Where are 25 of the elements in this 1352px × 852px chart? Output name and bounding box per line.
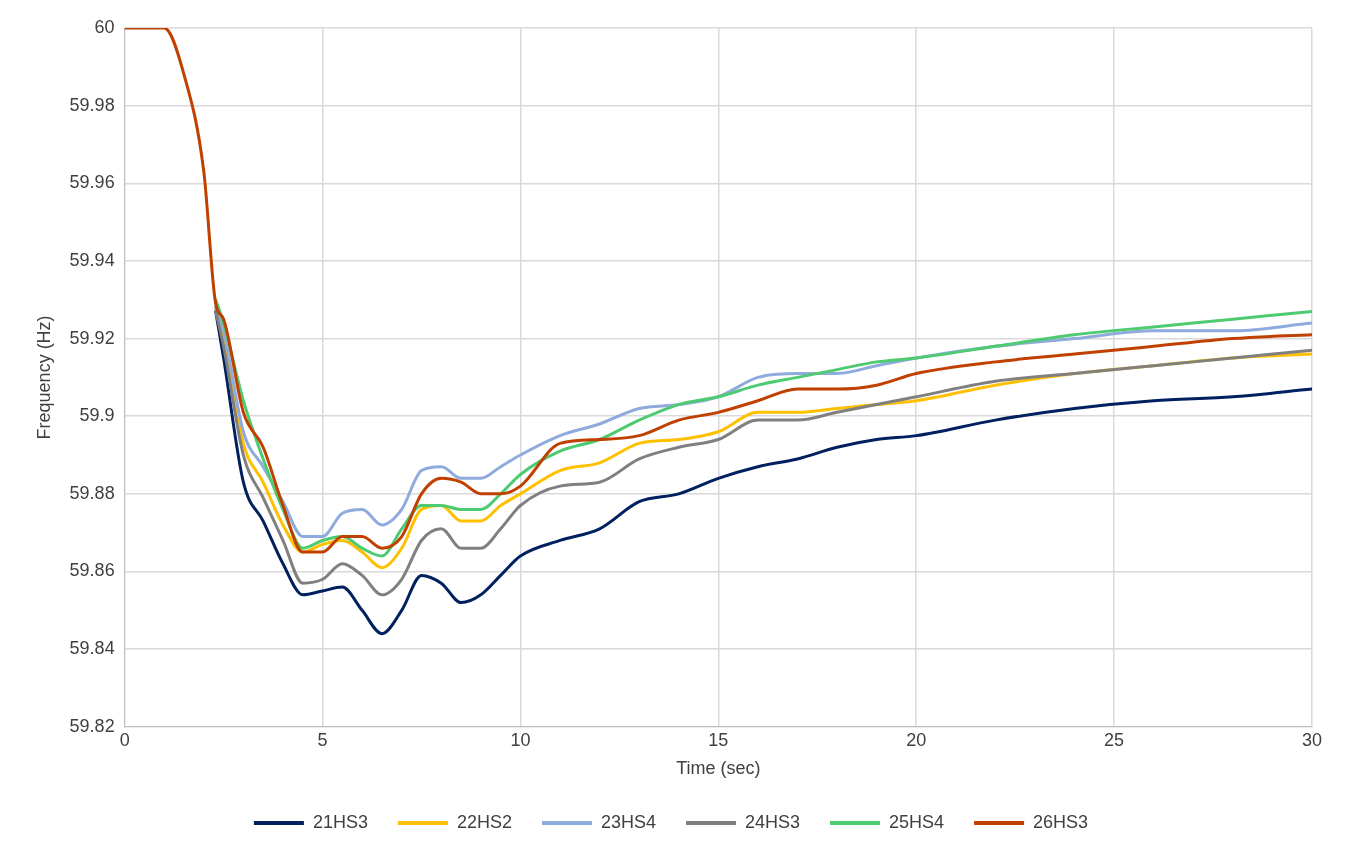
legend-label: 26HS3	[1033, 811, 1089, 832]
legend-label: 22HS2	[456, 811, 512, 832]
x-axis-title: Time (sec)	[676, 758, 761, 779]
y-tick-label: 59.9	[79, 405, 115, 426]
legend-label: 25HS4	[889, 811, 945, 832]
x-tick-label: 0	[119, 729, 130, 750]
y-tick-label: 59.84	[69, 638, 115, 659]
y-tick-label: 59.92	[69, 327, 115, 348]
legend-label: 21HS3	[312, 811, 368, 832]
x-tick-label: 10	[510, 729, 531, 750]
x-tick-label: 15	[708, 729, 729, 750]
x-tick-label: 25	[1104, 729, 1125, 750]
y-tick-label: 59.94	[69, 249, 115, 270]
y-tick-label: 59.82	[69, 715, 115, 736]
legend-label: 24HS3	[745, 811, 801, 832]
legend-label: 23HS4	[600, 811, 657, 832]
y-tick-label: 59.88	[69, 482, 115, 503]
y-tick-label: 60	[94, 16, 115, 37]
x-tick-label: 20	[906, 729, 927, 750]
y-tick-label: 59.96	[69, 172, 115, 193]
x-tick-label: 5	[317, 729, 328, 750]
y-axis-title: Frequency (Hz)	[33, 315, 54, 440]
y-tick-label: 59.98	[69, 94, 115, 115]
y-tick-label: 59.86	[69, 560, 115, 581]
x-tick-label: 30	[1301, 729, 1323, 750]
